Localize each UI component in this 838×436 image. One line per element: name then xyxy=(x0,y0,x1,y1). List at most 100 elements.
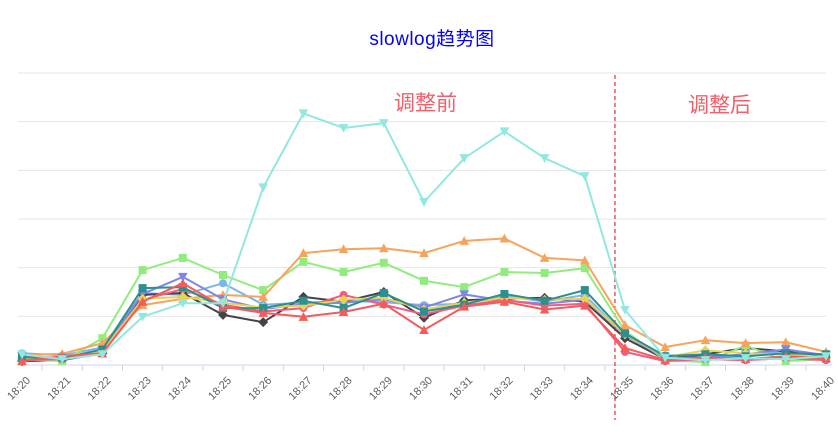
data-point-marker[interactable] xyxy=(540,269,549,278)
series-line-series-10[interactable] xyxy=(21,112,827,362)
data-point-marker[interactable] xyxy=(379,288,388,297)
data-point-marker[interactable] xyxy=(579,293,590,304)
data-point-marker[interactable] xyxy=(379,243,389,253)
annotation-before-adjustment: 调整前 xyxy=(394,92,457,115)
data-point-marker[interactable] xyxy=(379,298,389,308)
data-point-marker[interactable] xyxy=(298,109,309,119)
data-point-marker[interactable] xyxy=(781,337,791,347)
annotation-after-adjustment: 调整后 xyxy=(688,94,751,117)
data-point-marker[interactable] xyxy=(781,355,791,364)
x-axis-label: 18:36 xyxy=(648,375,676,403)
data-point-marker[interactable] xyxy=(298,312,309,321)
data-point-marker[interactable] xyxy=(620,320,630,330)
data-point-marker[interactable] xyxy=(219,270,227,279)
data-point-marker[interactable] xyxy=(500,289,509,298)
data-point-marker[interactable] xyxy=(459,154,469,163)
data-point-marker[interactable] xyxy=(540,296,549,305)
data-point-marker[interactable] xyxy=(17,356,27,366)
data-point-marker[interactable] xyxy=(259,286,268,295)
chart-title: slowlog趋势图 xyxy=(369,29,495,50)
data-point-marker[interactable] xyxy=(338,123,349,133)
data-point-marker[interactable] xyxy=(138,266,147,275)
data-point-marker[interactable] xyxy=(178,299,188,308)
data-point-marker[interactable] xyxy=(499,233,510,243)
data-point-marker[interactable] xyxy=(740,338,751,348)
data-point-marker[interactable] xyxy=(580,286,589,295)
x-axis-label: 18:35 xyxy=(608,375,636,403)
x-axis-label: 18:33 xyxy=(528,375,556,403)
data-point-marker[interactable] xyxy=(459,236,469,245)
x-axis-label: 18:27 xyxy=(287,375,315,403)
data-point-marker[interactable] xyxy=(700,335,711,345)
data-point-marker[interactable] xyxy=(258,292,268,301)
x-axis-label: 18:40 xyxy=(809,375,837,403)
data-point-marker[interactable] xyxy=(740,354,751,363)
x-axis-label: 18:21 xyxy=(45,375,73,403)
x-axis-label: 18:25 xyxy=(206,375,234,403)
data-point-marker[interactable] xyxy=(499,296,510,306)
x-axis-label: 18:37 xyxy=(689,375,717,403)
data-point-marker[interactable] xyxy=(97,350,108,360)
data-point-marker[interactable] xyxy=(419,248,429,258)
data-point-marker[interactable] xyxy=(660,342,670,351)
data-point-marker[interactable] xyxy=(299,257,308,266)
x-axis-label: 18:20 xyxy=(5,375,33,403)
x-axis-label: 18:24 xyxy=(166,375,194,403)
data-point-marker[interactable] xyxy=(219,279,227,288)
data-point-marker[interactable] xyxy=(299,296,308,305)
data-point-marker[interactable] xyxy=(259,304,268,313)
x-axis-label: 18:23 xyxy=(126,375,154,403)
data-point-marker[interactable] xyxy=(178,272,188,282)
data-point-marker[interactable] xyxy=(620,306,630,315)
data-point-marker[interactable] xyxy=(258,317,269,328)
x-axis-label: 18:34 xyxy=(568,375,596,403)
data-point-marker[interactable] xyxy=(258,183,268,193)
data-point-marker[interactable] xyxy=(700,356,711,365)
data-point-marker[interactable] xyxy=(539,304,550,314)
data-point-marker[interactable] xyxy=(339,268,348,277)
x-axis-label: 18:26 xyxy=(246,375,274,403)
data-point-marker[interactable] xyxy=(539,253,550,262)
data-point-marker[interactable] xyxy=(137,296,148,306)
data-point-marker[interactable] xyxy=(338,307,349,316)
data-point-marker[interactable] xyxy=(218,299,228,308)
data-point-marker[interactable] xyxy=(459,290,469,300)
data-point-marker[interactable] xyxy=(580,172,590,181)
data-point-marker[interactable] xyxy=(580,255,590,265)
data-point-marker[interactable] xyxy=(580,300,590,310)
data-point-marker[interactable] xyxy=(98,334,107,343)
data-point-marker[interactable] xyxy=(17,350,27,360)
x-axis-label: 18:32 xyxy=(488,375,516,403)
x-axis-label: 18:29 xyxy=(367,375,395,403)
data-point-marker[interactable] xyxy=(620,343,630,352)
data-point-marker[interactable] xyxy=(419,325,429,334)
data-point-marker[interactable] xyxy=(298,248,309,258)
data-point-marker[interactable] xyxy=(539,154,550,163)
data-point-marker[interactable] xyxy=(459,301,469,311)
data-point-marker[interactable] xyxy=(218,309,228,320)
data-point-marker[interactable] xyxy=(460,283,469,292)
data-point-marker[interactable] xyxy=(660,353,670,363)
data-point-marker[interactable] xyxy=(419,197,429,207)
data-point-marker[interactable] xyxy=(499,127,510,137)
data-point-marker[interactable] xyxy=(420,276,428,285)
data-point-marker[interactable] xyxy=(500,268,509,277)
data-point-marker[interactable] xyxy=(137,312,148,322)
data-point-marker[interactable] xyxy=(178,278,188,288)
data-point-marker[interactable] xyxy=(178,253,187,262)
data-point-marker[interactable] xyxy=(821,352,831,362)
x-axis-label: 18:39 xyxy=(769,375,797,403)
data-point-marker[interactable] xyxy=(258,308,268,317)
data-point-marker[interactable] xyxy=(379,119,389,128)
x-axis-label: 18:22 xyxy=(86,375,114,403)
data-point-marker[interactable] xyxy=(338,294,349,305)
data-point-marker[interactable] xyxy=(138,284,147,293)
x-axis-label: 18:38 xyxy=(729,375,757,403)
data-point-marker[interactable] xyxy=(57,355,67,364)
data-point-marker[interactable] xyxy=(379,258,388,267)
data-point-marker[interactable] xyxy=(580,264,589,273)
data-point-marker[interactable] xyxy=(621,329,629,338)
data-point-marker[interactable] xyxy=(420,307,428,316)
data-point-marker[interactable] xyxy=(338,244,349,254)
